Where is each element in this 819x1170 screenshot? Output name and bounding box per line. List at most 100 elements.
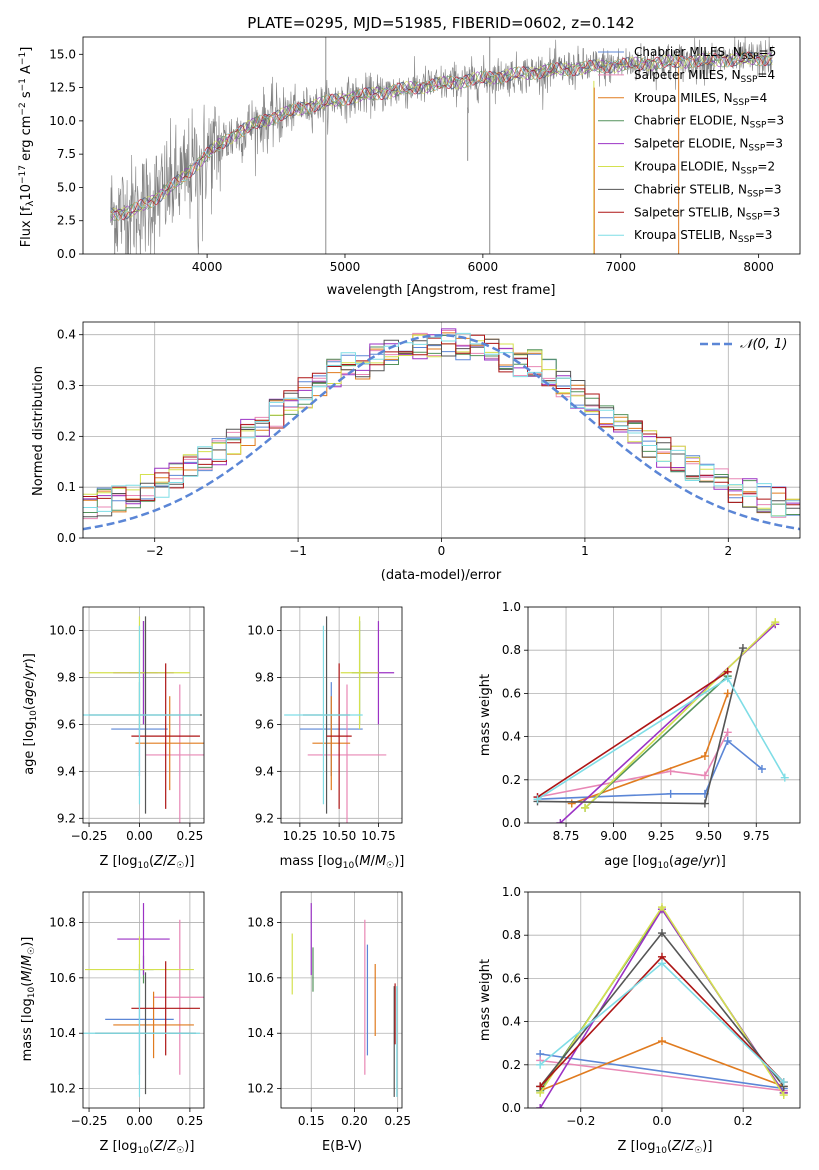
axes-frame [82,891,205,1109]
legend-tail: =4 [757,68,775,82]
massweight-marker [657,959,666,968]
y-tick-label: 0.0 [57,531,76,545]
spectrum-xlabel: wavelength [Angstrom, rest frame] [327,283,556,298]
x-tick-label: 1 [581,544,589,558]
y-tick-label: 0.0 [57,247,76,261]
legend-tail: =3 [765,137,783,151]
legend-subscript: SSP [748,144,765,154]
legend-label: Salpeter STELIB, N [634,205,746,219]
x-tick-label: 8.75 [553,829,580,843]
massweight-marker [700,799,709,808]
x-tick-label: 2 [724,544,732,558]
massweight-marker [738,644,747,653]
y-tick-label: 9.6 [255,717,274,731]
y-tick-label: 1.0 [502,600,521,614]
legend-subscript: SSP [741,75,758,85]
y-tick-label: 10.8 [49,915,76,929]
legend-entry: Kroupa STELIB, NSSP=3 [634,228,772,245]
x-tick-label: 10.25 [283,829,317,843]
spectrum-ylabel: Flux [fλ10−17 erg cm−2 s−1 A−1] [18,47,36,248]
x-tick-label: 4000 [192,260,223,274]
massweight-marker [536,1082,545,1091]
x-tick-label: 0.2 [734,1114,753,1128]
x-tick-label: 0.25 [177,1114,204,1128]
legend-subscript: SSP [747,189,764,199]
x-tick-label: 0.00 [126,829,153,843]
errorbar-area [291,903,398,1097]
errorbar-area [284,616,395,823]
line-area [533,618,789,823]
model-spectrum-line [110,51,773,221]
y-tick-label: 9.2 [255,811,274,825]
line-area [536,903,788,1108]
legend-entry: Chabrier STELIB, NSSP=3 [634,182,782,199]
x-tick-label: 10.50 [322,829,356,843]
x-tick-label: 0.00 [126,1114,153,1128]
y-tick-label: 9.6 [57,717,76,731]
legend-label: Chabrier MILES, N [634,45,742,59]
x-tick-label: 0.25 [177,829,204,843]
massweight-marker [657,1037,666,1046]
legend-entry: Salpeter MILES, NSSP=4 [634,68,775,85]
x-tick-label: 8000 [743,260,774,274]
x-tick-label: 5000 [330,260,361,274]
massweight-vs-age-panel: 8.75 9.00 9.25 9.50 9.75 0.0 0.2 0.4 0.6 0.8 1.0 [502,600,801,843]
massweight-marker [581,803,590,812]
mass-vs-Z-panel: −0.25 0.00 0.25 10.2 10.4 10.6 10.8 [49,891,205,1128]
legend-label: Chabrier STELIB, N [634,182,747,196]
massweight-marker [533,795,542,804]
massweight-marker [657,903,666,912]
legend-subscript: SSP [750,121,767,131]
legend-tail: =3 [766,114,784,128]
x-tick-label: 9.25 [648,829,675,843]
y-tick-label: 0.6 [502,686,521,700]
legend-label: Kroupa MILES, N [634,91,733,105]
y-tick-label: 9.8 [255,670,274,684]
y-tick-label: 10.6 [49,971,76,985]
massweight-marker [536,1060,545,1069]
legend-tail: =4 [750,91,768,105]
ageZ-xlabel: Z [log10(Z/Z☉)] [100,854,195,871]
legend-tail: =5 [759,45,777,59]
y-tick-label: 10.4 [49,1026,76,1040]
mwAge-ylabel: mass weight [478,674,493,756]
legend-entry: Salpeter ELODIE, NSSP=3 [634,137,783,154]
ageM-xlabel: mass [log10(M/M☉)] [280,854,405,871]
x-tick-label: 6000 [468,260,499,274]
legend-subscript: SSP [733,98,750,108]
massweight-marker [556,819,565,823]
massweight-marker [700,752,709,761]
y-tick-label: 5.0 [57,180,76,194]
age-vs-Z-panel: −0.25 0.00 0.25 9.2 9.4 9.6 9.8 10.0 [49,606,205,843]
massweight-marker [723,736,732,745]
x-tick-label: −0.2 [566,1114,595,1128]
residuals-xlabel: (data-model)/error [381,568,502,583]
x-tick-label: −0.25 [71,829,108,843]
x-tick-label: 0.25 [384,1114,411,1128]
legend-entry: Chabrier MILES, NSSP=5 [634,45,776,62]
spectrum-panel: PLATE=0295, MJD=51985, FIBERID=0602, z=0… [18,14,801,298]
mass-vs-EBV-panel: 0.15 0.20 0.25 10.2 10.4 10.6 10.8 [247,891,411,1128]
x-tick-label: −1 [289,544,307,558]
massweight-marker [657,929,666,938]
x-tick-label: 10.75 [361,829,395,843]
legend-tail: =2 [757,160,775,174]
y-tick-label: 10.4 [247,1026,274,1040]
y-tick-label: 10.6 [247,971,274,985]
massweight-marker [536,1104,545,1108]
axes-frame [280,891,403,1109]
massweight-marker [779,1091,788,1100]
y-tick-label: 0.4 [502,1015,521,1029]
massweight-vs-Z-panel: −0.2 0.0 0.2 0.0 0.2 0.4 0.6 0.8 1.0 [502,885,801,1128]
massweight-line [537,671,729,798]
legend-label: Salpeter MILES, N [634,68,741,82]
legend-entry: Kroupa ELODIE, NSSP=2 [634,160,775,177]
residuals-panel: (data-model)/error Normed distribution −… [31,321,801,583]
y-tick-label: 9.2 [57,811,76,825]
y-tick-label: 0.2 [502,1058,521,1072]
x-tick-label: 0.0 [652,1114,671,1128]
x-tick-label: 9.50 [695,829,722,843]
axes-frame [82,321,801,539]
